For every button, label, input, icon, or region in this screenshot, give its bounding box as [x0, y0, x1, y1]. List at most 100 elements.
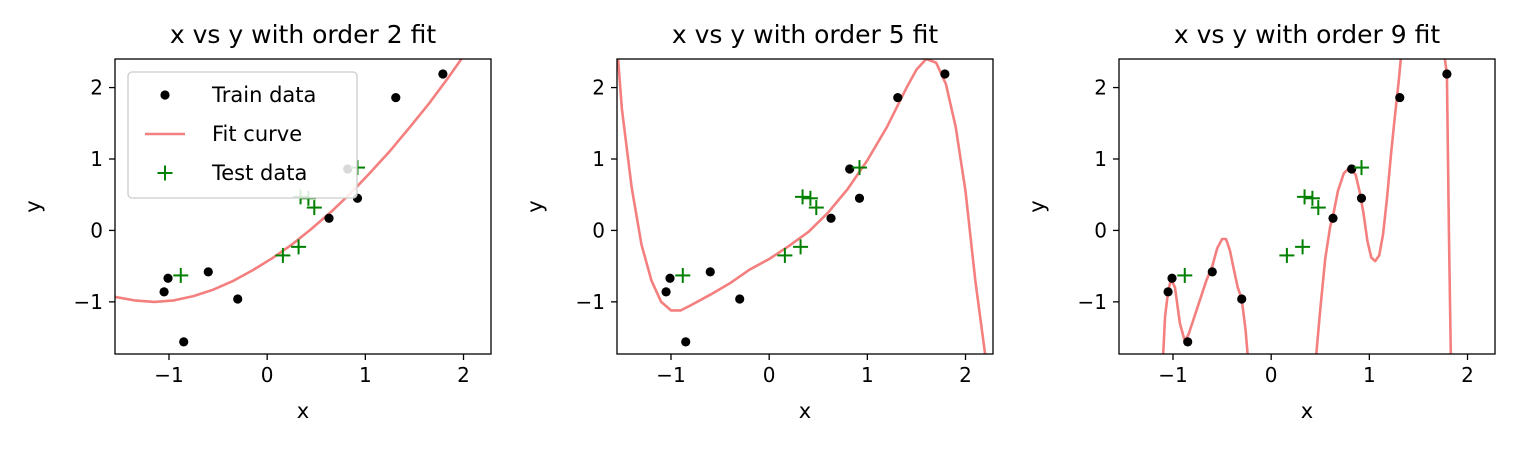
x-tick-label: 1	[861, 363, 874, 387]
test-data-point	[808, 200, 824, 216]
train-data-point	[1183, 337, 1193, 347]
train-data-point	[1328, 213, 1338, 223]
test-data-point	[306, 200, 322, 216]
test-data-point	[1279, 247, 1295, 263]
fit-curve-line	[115, 59, 463, 304]
y-tick-label: 1	[592, 147, 605, 171]
legend: Train data Fit curve Test data	[127, 71, 358, 199]
test-data-point	[795, 189, 811, 205]
y-axis-label: y	[1025, 200, 1049, 212]
x-tick-label: 1	[359, 363, 372, 387]
plot-frame	[616, 58, 994, 355]
y-tick-label: −1	[74, 290, 103, 314]
train-data-point	[233, 294, 243, 304]
y-tick-label: 1	[90, 147, 103, 171]
x-axis-label: x	[1301, 399, 1313, 423]
train-data-point	[1207, 267, 1217, 277]
train-data-point	[1163, 287, 1173, 297]
test-data-point	[275, 247, 291, 263]
x-tick-label: 2	[1461, 363, 1474, 387]
y-tick-label: 2	[592, 76, 605, 100]
y-tick-label: 2	[1094, 76, 1107, 100]
chart-title: x vs y with order 9 fit	[1174, 20, 1440, 49]
test-data-point	[1177, 267, 1193, 283]
x-tick-label: 2	[457, 363, 470, 387]
legend-marker-train	[160, 90, 170, 100]
chart-panel-1: x vs y with order 2 fit −1 0 1 2 −1 0 1 2 x y Train…	[21, 20, 492, 423]
train-data-point	[1356, 193, 1367, 203]
y-tick-label: 1	[1094, 147, 1107, 171]
test-data-point	[1304, 190, 1320, 206]
test-data-point	[1295, 239, 1311, 255]
test-data-point	[675, 267, 691, 283]
x-tick-label: 1	[1363, 363, 1376, 387]
train-data-point	[159, 287, 169, 297]
test-data-point	[777, 247, 793, 263]
chart-title: x vs y with order 2 fit	[170, 20, 436, 49]
train-data-point	[1167, 273, 1177, 283]
chart-panel-2: x vs y with order 5 fit −1 0 1 2 −1 0 1 2 x y	[523, 20, 994, 423]
train-data-point	[893, 92, 903, 103]
train-data-point	[1347, 164, 1357, 174]
train-data-point	[324, 213, 334, 223]
test-data-point	[802, 190, 818, 206]
train-data-point	[681, 337, 691, 347]
legend-label: Fit curve	[212, 122, 302, 146]
test-data-point	[1297, 189, 1313, 205]
x-axis-label: x	[297, 399, 309, 423]
x-tick-label: 0	[261, 363, 274, 387]
fit-curve-line	[617, 59, 987, 354]
y-tick-label: −1	[576, 290, 605, 314]
fit-curve-line	[1161, 237, 1249, 354]
train-data-point	[203, 267, 213, 277]
plot-area	[617, 59, 987, 354]
train-data-point	[665, 273, 675, 283]
test-data-point	[793, 239, 809, 255]
x-tick-label: 2	[959, 363, 972, 387]
chart-panel-3: x vs y with order 9 fit −1 0 1 2 −1 0 1 2 x y	[1025, 20, 1496, 423]
x-tick-label: 0	[763, 363, 776, 387]
test-data-point	[173, 267, 189, 283]
train-data-point	[705, 267, 715, 277]
chart-title: x vs y with order 5 fit	[672, 20, 938, 49]
y-tick-label: 2	[90, 76, 103, 100]
train-data-point	[438, 69, 448, 79]
train-data-point	[661, 287, 671, 297]
train-data-point	[940, 69, 950, 79]
legend-label: Train data	[211, 83, 316, 107]
y-tick-label: 0	[90, 218, 103, 242]
fit-curve-line	[1443, 59, 1453, 354]
fit-curve-line	[1315, 59, 1403, 354]
train-data-point	[163, 273, 173, 283]
legend-label: Test data	[211, 161, 307, 185]
x-tick-label: 0	[1265, 363, 1278, 387]
y-axis-label: y	[21, 200, 45, 212]
test-data-point	[1310, 200, 1326, 216]
test-data-point	[291, 239, 307, 255]
plot-frame	[114, 58, 492, 355]
train-data-point	[391, 92, 401, 103]
legend-box	[127, 71, 358, 199]
train-data-point	[1237, 294, 1247, 304]
train-data-point	[735, 294, 745, 304]
train-data-point	[845, 164, 855, 174]
train-data-point	[179, 337, 189, 347]
train-data-point	[826, 213, 836, 223]
test-data-point	[1353, 160, 1369, 176]
y-axis-label: y	[523, 200, 547, 212]
y-tick-label: −1	[1078, 290, 1107, 314]
x-tick-label: −1	[1158, 363, 1187, 387]
x-axis-label: x	[799, 399, 811, 423]
train-data-point	[1395, 92, 1405, 103]
plot-area	[1161, 59, 1453, 354]
train-data-point	[854, 193, 865, 203]
x-tick-label: −1	[656, 363, 685, 387]
plot-frame	[1118, 58, 1496, 355]
y-tick-label: 0	[1094, 218, 1107, 242]
test-data-point	[851, 160, 867, 176]
legend-marker-test	[157, 165, 173, 181]
y-tick-label: 0	[592, 218, 605, 242]
x-tick-label: −1	[154, 363, 183, 387]
train-data-point	[1442, 69, 1452, 79]
